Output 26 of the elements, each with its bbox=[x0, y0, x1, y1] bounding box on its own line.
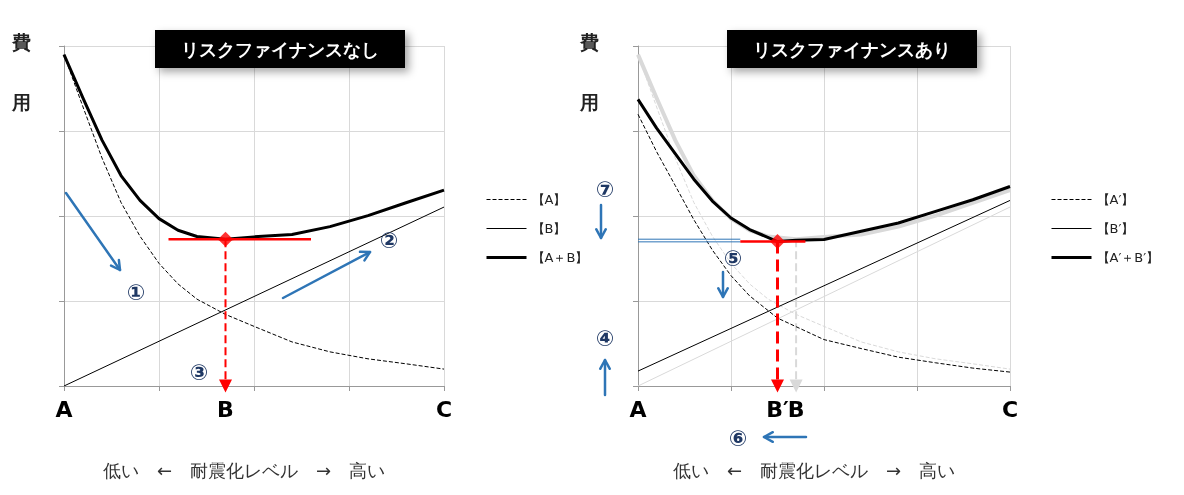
x-tick-label: B bbox=[217, 396, 234, 422]
text: 費用 bbox=[12, 31, 31, 113]
x-axis-title: 低い ← 耐震化レベル → 高い bbox=[672, 459, 956, 481]
x-tick-label: A bbox=[629, 396, 647, 422]
x-tick-label: B bbox=[787, 396, 805, 422]
legend-label: 【A】 bbox=[531, 192, 567, 207]
chart-title: リスクファイナンスなし bbox=[181, 38, 379, 60]
legend-label: 【B】 bbox=[531, 221, 567, 236]
annotation: ② bbox=[379, 227, 399, 253]
legend-label: 【B′】 bbox=[1096, 221, 1135, 236]
legend-label: 【A′】 bbox=[1096, 192, 1135, 207]
x-tick-label: A bbox=[55, 396, 73, 422]
annotation: ① bbox=[126, 279, 146, 305]
text: ④ bbox=[595, 325, 615, 351]
text: ⑥ bbox=[728, 425, 748, 451]
text: ⑦ bbox=[595, 176, 615, 202]
annotation: ③ bbox=[189, 359, 209, 385]
x-axis-title: 低い ← 耐震化レベル → 高い bbox=[102, 459, 386, 481]
legend-label: 【A＋B】 bbox=[531, 250, 589, 265]
x-tick-label: C bbox=[1001, 396, 1019, 422]
annotation: ⑤ bbox=[723, 245, 743, 271]
x-tick-label: B′ bbox=[766, 396, 789, 422]
text: 費用 bbox=[580, 31, 599, 113]
chart-title: リスクファイナンスあり bbox=[753, 38, 951, 60]
legend-label: 【A′＋B′】 bbox=[1096, 250, 1160, 265]
x-tick-label: C bbox=[435, 396, 453, 422]
